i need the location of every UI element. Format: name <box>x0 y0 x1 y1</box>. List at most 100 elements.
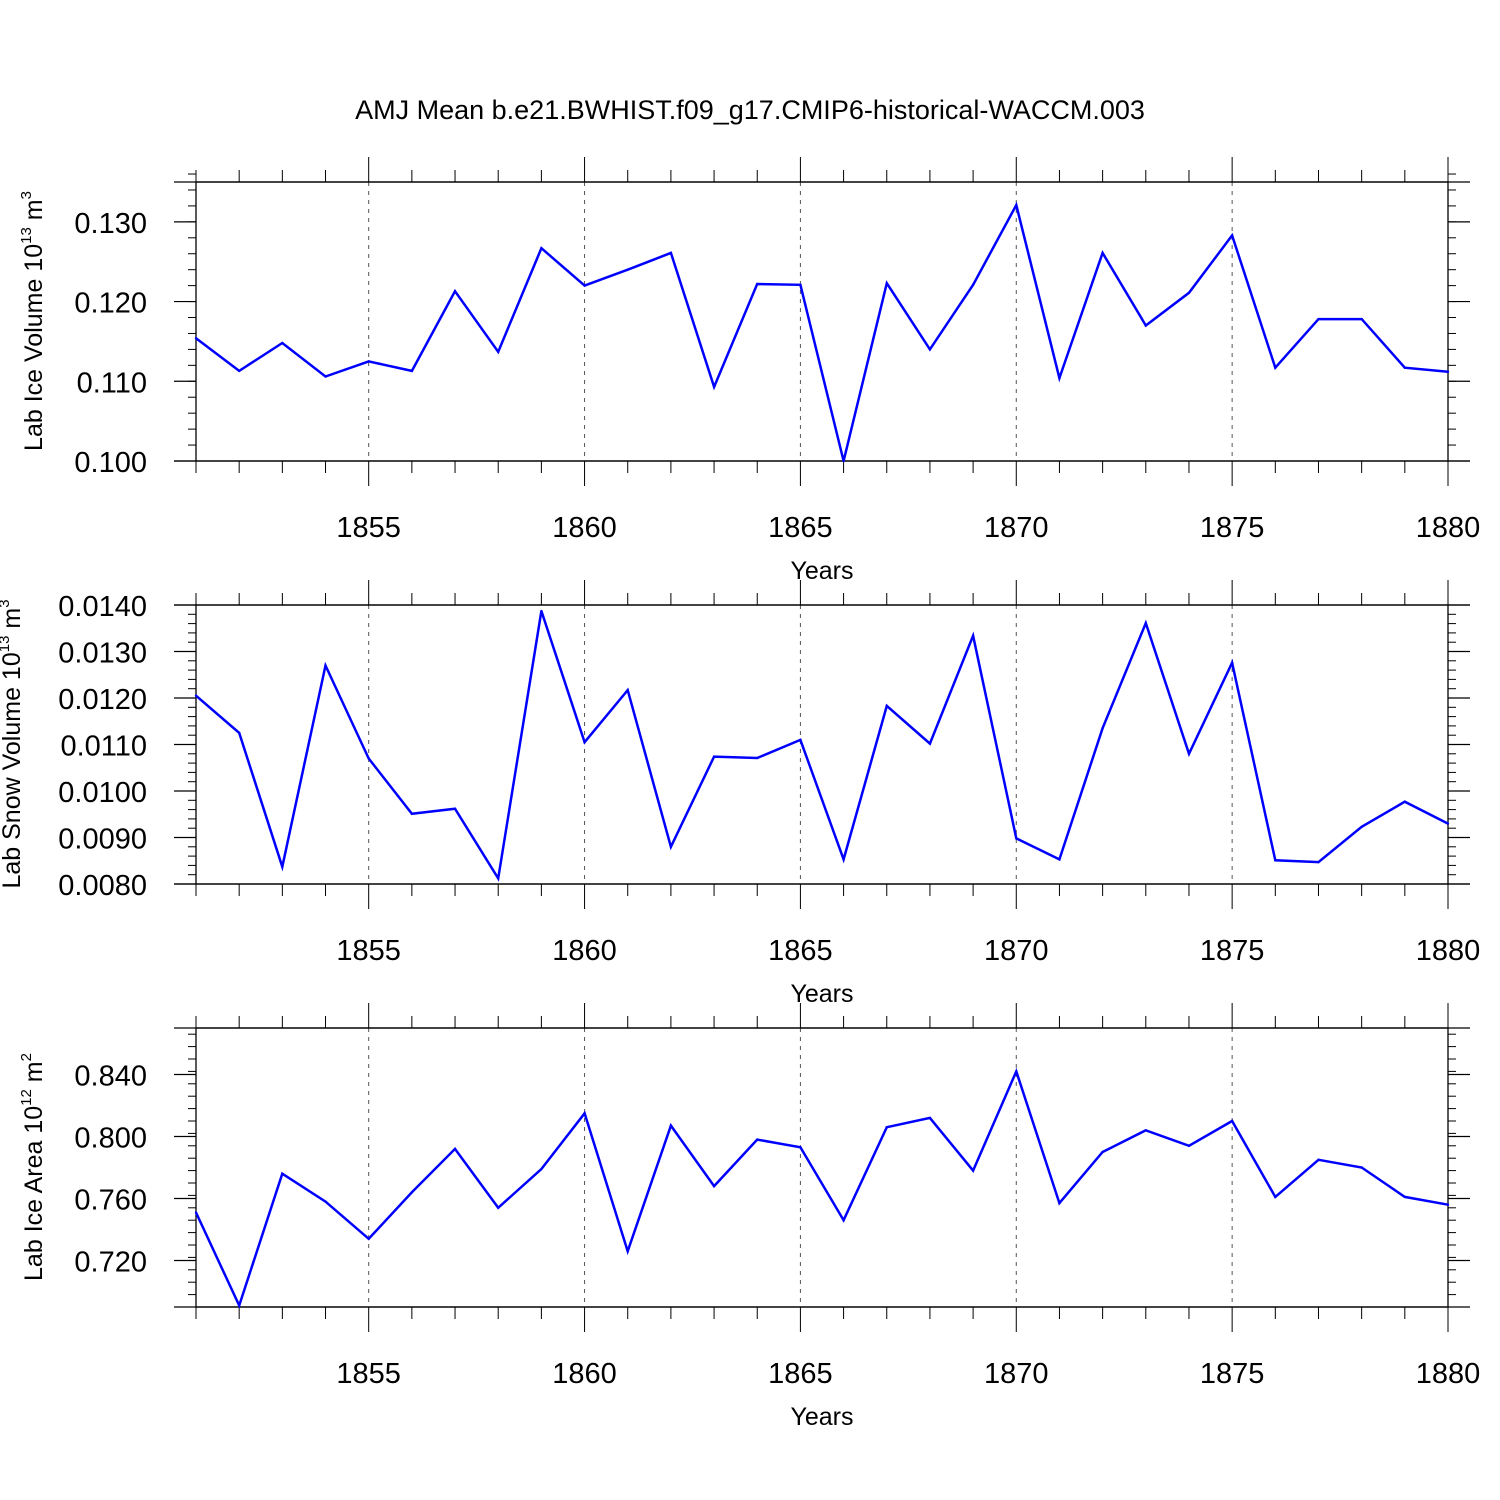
y-tick-label: 0.0090 <box>58 824 147 856</box>
x-tick-label: 1870 <box>984 1358 1049 1390</box>
data-point <box>540 609 543 613</box>
y-tick-label: 0.120 <box>74 288 147 320</box>
panel-lab-ice-volume: 0.100 0.110 0.120 0.130 1855 1860 1865 1870 1875… <box>18 157 1480 585</box>
data-point <box>756 282 759 286</box>
x-tick-label: 1855 <box>336 935 401 967</box>
y-tick-label: 0.0140 <box>58 591 147 623</box>
data-point <box>1274 366 1277 369</box>
data-point <box>885 1126 888 1129</box>
x-axis-label: Years <box>790 557 853 585</box>
data-point <box>756 1138 759 1141</box>
y-tick-label: 0.110 <box>77 367 147 399</box>
data-point <box>540 246 543 250</box>
data-point <box>971 634 975 637</box>
data-point <box>583 284 586 287</box>
data-point <box>669 251 673 255</box>
data-point <box>1230 661 1234 664</box>
x-axis-label: Years <box>790 980 853 1008</box>
data-point <box>1317 1158 1320 1161</box>
data-point <box>367 757 370 760</box>
x-tick-label: 1875 <box>1200 1358 1265 1390</box>
y-axis-label-exponent: 13 <box>18 227 35 244</box>
data-point <box>1101 727 1104 730</box>
data-point <box>453 290 457 293</box>
data-point <box>1144 1129 1147 1132</box>
data-point <box>885 282 888 285</box>
data-point <box>324 375 327 378</box>
data-point <box>583 740 586 744</box>
data-point <box>1317 860 1320 864</box>
data-point <box>1230 234 1234 237</box>
data-point <box>1403 366 1407 369</box>
data-point <box>842 1219 845 1222</box>
data-point <box>928 1116 932 1120</box>
data-point <box>1187 291 1191 295</box>
x-tick-label: 1870 <box>984 512 1049 544</box>
x-tick-label: 1880 <box>1416 512 1481 544</box>
data-point <box>1403 800 1407 803</box>
panel-lab-snow-volume: 0.0080 0.0090 0.0100 0.0110 0.0120 0.0130 0.01… <box>0 580 1480 1008</box>
data-point <box>626 1250 629 1253</box>
data-point <box>367 1237 370 1241</box>
y-axis-label-unit-exponent: 3 <box>0 599 13 607</box>
y-axis-label-text: Lab Snow Volume 10 <box>0 652 26 888</box>
data-point <box>410 369 414 373</box>
x-tick-label: 1860 <box>552 512 617 544</box>
figure-title: AMJ Mean b.e21.BWHIST.f09_g17.CMIP6-hist… <box>355 95 1145 125</box>
y-axis-label: Lab Ice Area 1012 m2 <box>18 1053 48 1281</box>
data-point <box>712 1184 716 1188</box>
x-tick-label: 1875 <box>1200 512 1265 544</box>
data-point <box>453 1147 457 1151</box>
y-tick-label: 0.0080 <box>58 870 147 902</box>
data-point <box>583 1112 586 1115</box>
data-point <box>324 1200 327 1203</box>
x-tick-label: 1880 <box>1416 1358 1481 1390</box>
data-point <box>237 731 241 735</box>
y-axis-label-text: Lab Ice Volume 10 <box>20 244 48 451</box>
data-point <box>1058 376 1061 380</box>
y-tick-label: 0.100 <box>74 447 147 479</box>
data-point <box>928 348 932 351</box>
data-point <box>237 1304 241 1307</box>
data-point <box>497 1206 500 1210</box>
data-point <box>194 694 198 697</box>
y-axis-label-unit: m <box>20 199 48 227</box>
x-tick-label: 1865 <box>768 512 833 544</box>
plot-frame <box>195 604 1449 885</box>
data-point <box>1360 1166 1363 1169</box>
y-tick-label: 0.0120 <box>58 684 147 716</box>
series-line <box>195 201 1449 462</box>
data-point <box>1058 1201 1061 1205</box>
series-line <box>195 610 1449 882</box>
data-point <box>626 688 629 692</box>
data-point <box>799 283 802 287</box>
data-point <box>410 1191 414 1194</box>
y-axis-label-unit: m <box>0 608 26 636</box>
data-point <box>1058 858 1061 861</box>
x-axis-label: Years <box>790 1403 853 1431</box>
data-point <box>1187 1144 1191 1148</box>
data-point <box>1144 324 1147 327</box>
data-point <box>1144 621 1147 625</box>
data-point <box>1317 317 1320 321</box>
data-point <box>497 877 500 880</box>
y-axis-label: Lab Ice Volume 1013 m3 <box>18 191 48 451</box>
data-point <box>1360 317 1363 321</box>
y-tick-label: 0.840 <box>74 1061 147 1093</box>
data-point <box>669 845 673 848</box>
data-point <box>453 807 457 810</box>
x-tick-label: 1865 <box>768 935 833 967</box>
x-tick-label: 1855 <box>336 512 401 544</box>
data-point <box>1101 1150 1104 1154</box>
data-point <box>1230 1119 1234 1123</box>
y-axis-label-unit: m <box>20 1061 48 1089</box>
data-point <box>971 283 975 287</box>
data-point <box>1015 203 1018 207</box>
data-point <box>281 1172 284 1175</box>
plot-frame <box>195 1027 1449 1308</box>
data-point <box>971 1169 975 1172</box>
panel-lab-ice-area: 0.720 0.760 0.800 0.840 1855 1860 1865 1870 1875… <box>18 1003 1480 1431</box>
y-axis-label-unit-exponent: 3 <box>18 191 35 199</box>
data-point <box>1101 251 1104 255</box>
